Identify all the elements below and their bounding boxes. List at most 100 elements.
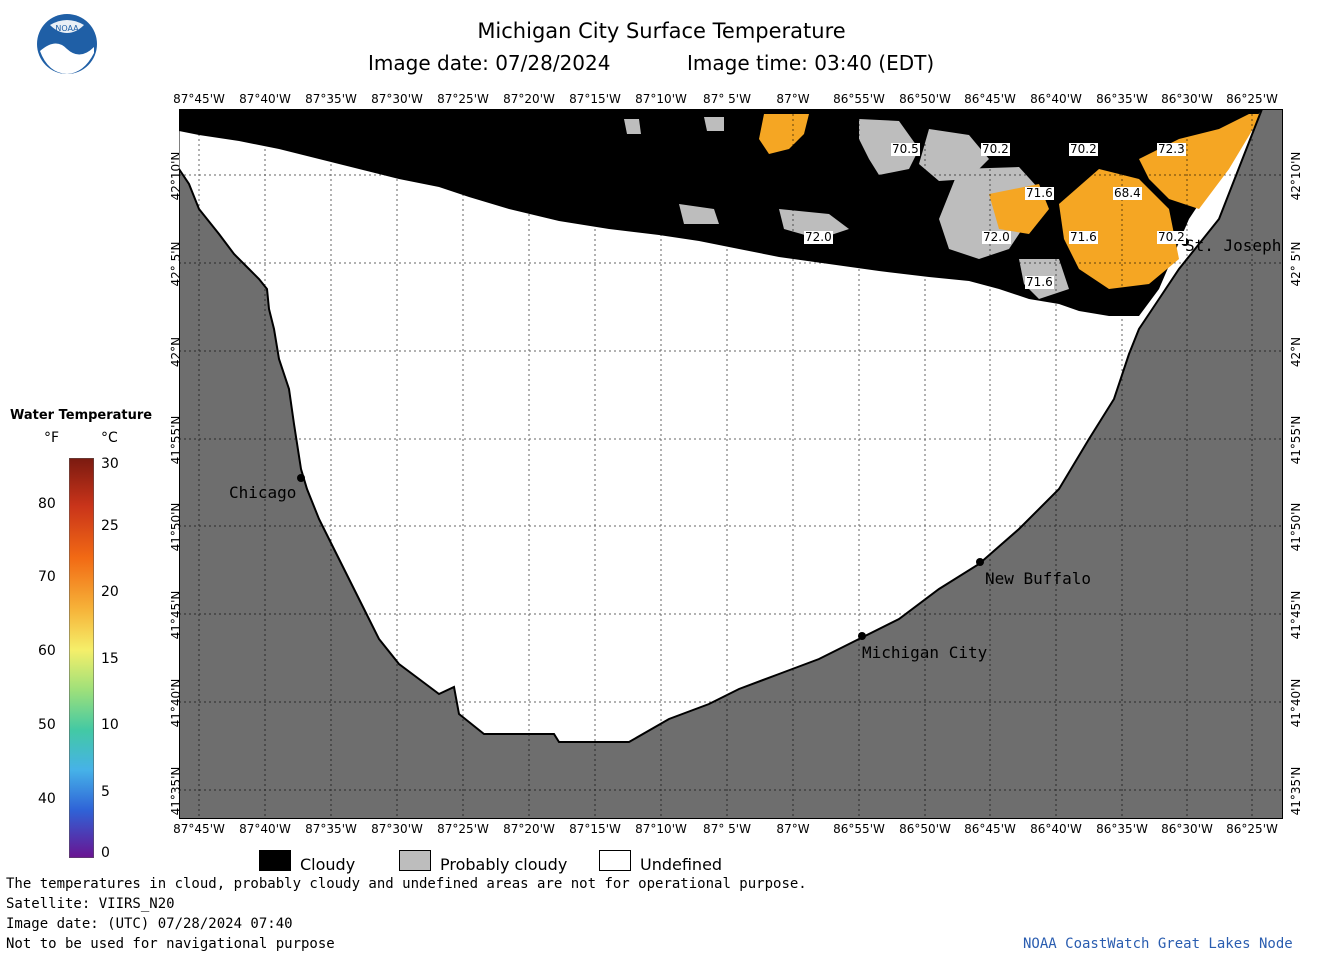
probably-cloudy-area xyxy=(624,119,641,134)
utc-date-text: Image date: (UTC) 07/28/2024 07:40 xyxy=(6,916,293,932)
lon-label: 87°W xyxy=(776,92,810,106)
warm-water-area xyxy=(1059,169,1179,289)
image-time: Image time: 03:40 (EDT) xyxy=(687,51,935,75)
probably-cloudy-area xyxy=(919,129,989,181)
lon-label: 87°20'W xyxy=(503,92,555,106)
lon-label: 87°35'W xyxy=(305,92,357,106)
lon-label: 87°15'W xyxy=(569,822,621,836)
lat-label: 42°10'N xyxy=(1289,151,1303,201)
isotherm-label: 72.3 xyxy=(1157,142,1186,156)
isotherm-label: 68.4 xyxy=(1113,186,1142,200)
lon-label: 86°25'W xyxy=(1226,92,1278,106)
legend-f-tick: 50 xyxy=(38,717,56,733)
lat-label: 41°35'N xyxy=(1289,766,1303,816)
lon-label: 86°40'W xyxy=(1030,822,1082,836)
legend-c-tick: 0 xyxy=(101,845,110,861)
lat-label: 42°N xyxy=(1289,336,1303,368)
lon-label: 87°10'W xyxy=(635,822,687,836)
lon-label: 86°55'W xyxy=(833,822,885,836)
noaa-logo: NOAA xyxy=(37,14,97,74)
lat-label: 42° 5'N xyxy=(1289,241,1303,287)
navigation-warning: Not to be used for navigational purpose xyxy=(6,936,335,952)
new-buffalo-marker xyxy=(976,558,984,566)
land-area xyxy=(179,109,1283,819)
lon-label: 87°W xyxy=(776,822,810,836)
lon-label: 86°45'W xyxy=(964,92,1016,106)
isotherm-label: 72.0 xyxy=(804,230,833,244)
disclaimer-text: The temperatures in cloud, probably clou… xyxy=(6,876,807,892)
cloud-area xyxy=(179,109,1262,316)
legend-c-tick: 15 xyxy=(101,651,119,667)
lat-label: 41°45'N xyxy=(1289,590,1303,640)
lon-label: 87°45'W xyxy=(173,92,225,106)
credit-link[interactable]: NOAA CoastWatch Great Lakes Node xyxy=(1023,936,1293,952)
lon-label: 87°25'W xyxy=(437,822,489,836)
lon-label: 87° 5'W xyxy=(703,822,751,836)
lon-label: 86°50'W xyxy=(899,92,951,106)
color-scale-bar xyxy=(69,458,94,858)
cloudy-label: Cloudy xyxy=(300,855,356,874)
probably-cloudy-area xyxy=(679,204,719,224)
legend-c-tick: 30 xyxy=(101,456,119,472)
satellite-text: Satellite: VIIRS_N20 xyxy=(6,896,175,912)
lon-label: 86°55'W xyxy=(833,92,885,106)
probably-cloudy-area xyxy=(704,117,724,131)
legend-c-tick: 5 xyxy=(101,784,110,800)
lon-label: 87° 5'W xyxy=(703,92,751,106)
isotherm-label: 70.2 xyxy=(1069,142,1098,156)
legend-f-tick: 70 xyxy=(38,569,56,585)
legend-c-tick: 25 xyxy=(101,518,119,534)
lon-label: 86°25'W xyxy=(1226,822,1278,836)
map-panel xyxy=(179,109,1283,819)
lon-label: 87°40'W xyxy=(239,822,291,836)
lon-label: 86°35'W xyxy=(1096,92,1148,106)
isotherm-label: 71.6 xyxy=(1069,230,1098,244)
isotherm-label: 70.2 xyxy=(1157,230,1186,244)
isotherm-label: 71.6 xyxy=(1025,275,1054,289)
lon-label: 86°45'W xyxy=(964,822,1016,836)
lon-label: 86°30'W xyxy=(1161,92,1213,106)
lon-label: 86°35'W xyxy=(1096,822,1148,836)
lat-label: 41°50'N xyxy=(1289,502,1303,552)
city-label-st-joseph: St. Joseph xyxy=(1185,236,1282,255)
lon-label: 87°40'W xyxy=(239,92,291,106)
isotherm-label: 70.2 xyxy=(981,142,1010,156)
cloudy-swatch xyxy=(259,850,291,871)
warm-water-area xyxy=(759,114,809,154)
isotherm-label: 70.5 xyxy=(891,142,920,156)
undefined-swatch xyxy=(599,850,631,871)
graticule xyxy=(179,109,1283,819)
city-label-chicago: Chicago xyxy=(229,483,297,502)
chicago-marker xyxy=(297,474,305,482)
legend-unit-c: °C xyxy=(101,430,118,446)
lon-label: 87°15'W xyxy=(569,92,621,106)
legend-title: Water Temperature xyxy=(10,408,153,423)
warm-water-area xyxy=(1139,114,1262,209)
lat-label: 41°40'N xyxy=(1289,678,1303,728)
map-title: Michigan City Surface Temperature xyxy=(477,19,846,43)
lon-label: 87°30'W xyxy=(371,822,423,836)
legend-c-tick: 20 xyxy=(101,584,119,600)
lon-label: 87°30'W xyxy=(371,92,423,106)
michigan-city-marker xyxy=(858,632,866,640)
probably-cloudy-swatch xyxy=(399,850,431,871)
legend-f-tick: 40 xyxy=(38,791,56,807)
legend-f-tick: 80 xyxy=(38,496,56,512)
isotherm-label: 72.0 xyxy=(982,230,1011,244)
lon-label: 86°40'W xyxy=(1030,92,1082,106)
undefined-label: Undefined xyxy=(640,855,723,874)
image-date: Image date: 07/28/2024 xyxy=(368,51,611,75)
legend-c-tick: 10 xyxy=(101,717,119,733)
lon-label: 87°35'W xyxy=(305,822,357,836)
lon-label: 87°45'W xyxy=(173,822,225,836)
lat-label: 41°55'N xyxy=(1289,415,1303,465)
lon-label: 86°50'W xyxy=(899,822,951,836)
probably-cloudy-label: Probably cloudy xyxy=(440,855,568,874)
lon-label: 86°30'W xyxy=(1161,822,1213,836)
probably-cloudy-area xyxy=(859,119,919,175)
svg-text:NOAA: NOAA xyxy=(55,24,79,33)
city-label-michigan-city: Michigan City xyxy=(862,643,988,662)
legend-unit-f: °F xyxy=(44,430,60,446)
isotherm-label: 71.6 xyxy=(1025,186,1054,200)
lon-label: 87°25'W xyxy=(437,92,489,106)
